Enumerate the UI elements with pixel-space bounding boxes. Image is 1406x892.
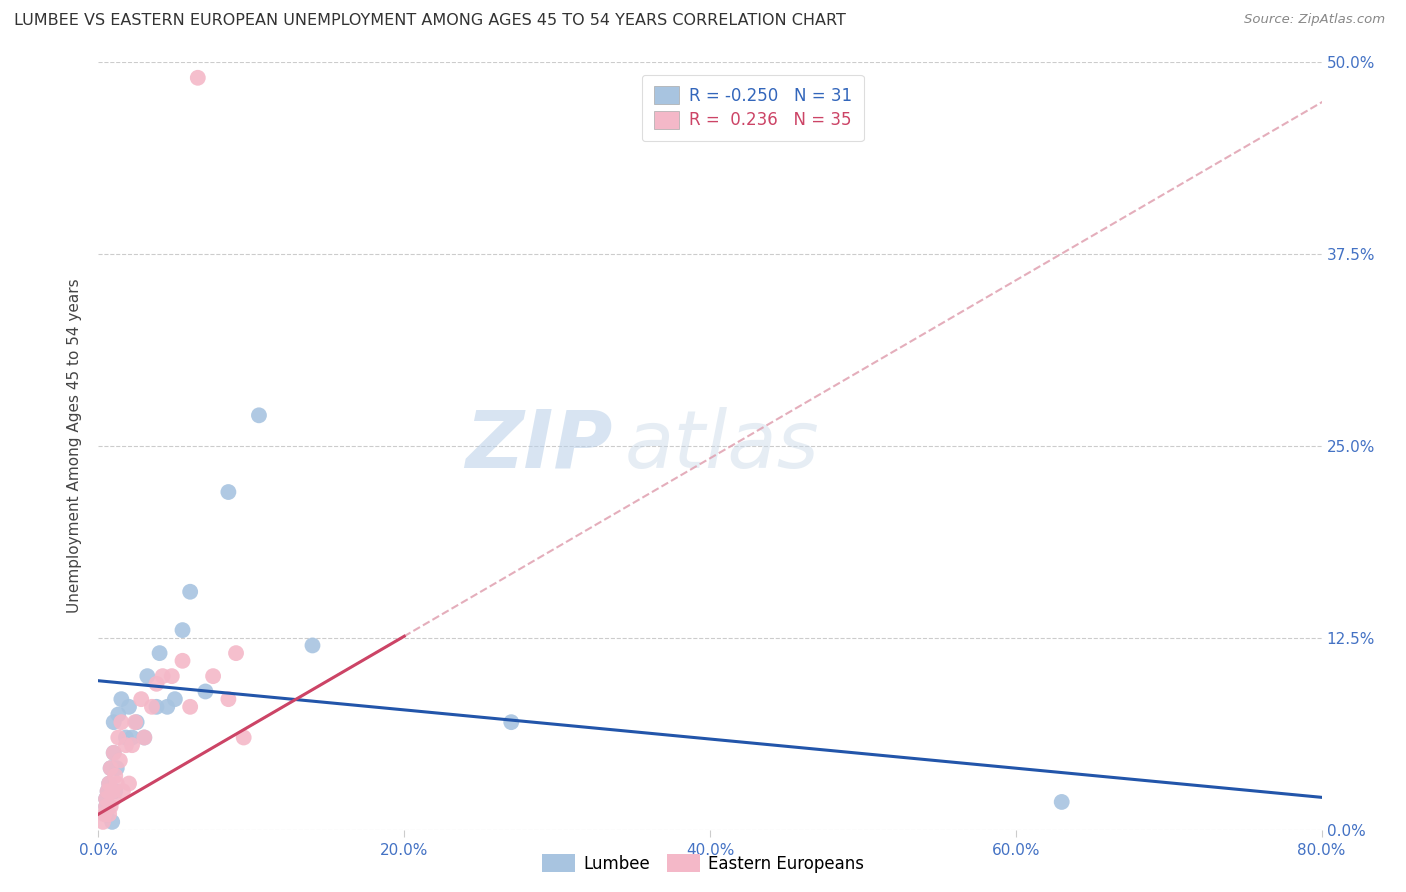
Point — [163, 692, 186, 706]
Point — [93, 807, 115, 822]
Point — [97, 784, 120, 798]
Point — [115, 738, 138, 752]
Point — [91, 814, 114, 829]
Point — [118, 699, 141, 714]
Point — [103, 746, 125, 760]
Point — [145, 699, 167, 714]
Point — [101, 814, 124, 829]
Point — [125, 715, 148, 730]
Point — [124, 715, 146, 730]
Point — [115, 731, 138, 745]
Point — [149, 646, 172, 660]
Point — [94, 799, 117, 814]
Point — [301, 639, 323, 653]
Point — [100, 799, 122, 814]
Point — [103, 715, 125, 730]
Point — [179, 584, 201, 599]
Point — [156, 699, 179, 714]
Point — [103, 746, 125, 760]
Point — [103, 792, 125, 806]
Point — [97, 784, 120, 798]
Point — [111, 784, 134, 798]
Point — [107, 731, 129, 745]
Point — [107, 707, 129, 722]
Point — [501, 715, 523, 730]
Y-axis label: Unemployment Among Ages 45 to 54 years: Unemployment Among Ages 45 to 54 years — [67, 278, 83, 614]
Text: LUMBEE VS EASTERN EUROPEAN UNEMPLOYMENT AMONG AGES 45 TO 54 YEARS CORRELATION CH: LUMBEE VS EASTERN EUROPEAN UNEMPLOYMENT … — [14, 13, 846, 29]
Point — [145, 677, 167, 691]
Point — [247, 409, 270, 423]
Point — [94, 799, 117, 814]
Point — [134, 731, 156, 745]
Point — [172, 654, 194, 668]
Point — [105, 776, 128, 790]
Point — [101, 784, 124, 798]
Point — [98, 776, 121, 790]
Point — [225, 646, 247, 660]
Text: Source: ZipAtlas.com: Source: ZipAtlas.com — [1244, 13, 1385, 27]
Point — [104, 769, 127, 783]
Point — [134, 731, 156, 745]
Point — [110, 692, 132, 706]
Point — [94, 807, 117, 822]
Point — [152, 669, 174, 683]
Point — [141, 699, 163, 714]
Legend: Lumbee, Eastern Europeans: Lumbee, Eastern Europeans — [534, 847, 872, 880]
Point — [172, 623, 194, 637]
Point — [98, 807, 121, 822]
Point — [160, 669, 183, 683]
Point — [187, 70, 209, 85]
Point — [136, 669, 159, 683]
Point — [100, 761, 122, 775]
Point — [110, 715, 132, 730]
Point — [217, 485, 239, 500]
Point — [104, 784, 127, 798]
Point — [194, 684, 217, 698]
Point — [129, 692, 152, 706]
Point — [1050, 795, 1073, 809]
Point — [94, 792, 117, 806]
Point — [94, 792, 117, 806]
Legend: R = -0.250   N = 31, R =  0.236   N = 35: R = -0.250 N = 31, R = 0.236 N = 35 — [643, 75, 863, 141]
Point — [98, 776, 121, 790]
Point — [232, 731, 254, 745]
Point — [105, 761, 128, 775]
Point — [100, 761, 122, 775]
Point — [179, 699, 201, 714]
Point — [217, 692, 239, 706]
Point — [121, 738, 143, 752]
Text: atlas: atlas — [624, 407, 820, 485]
Point — [118, 776, 141, 790]
Text: ZIP: ZIP — [465, 407, 612, 485]
Point — [121, 731, 143, 745]
Point — [202, 669, 225, 683]
Point — [108, 754, 131, 768]
